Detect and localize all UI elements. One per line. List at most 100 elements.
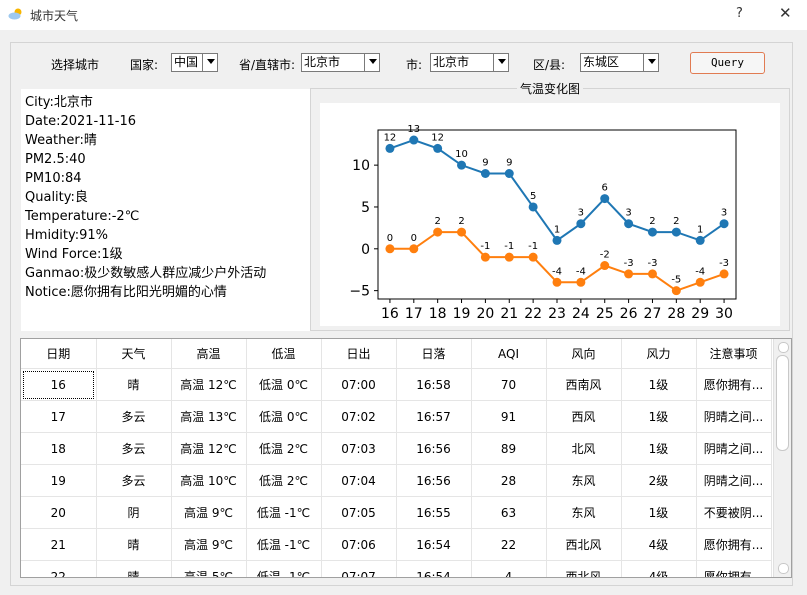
table-cell[interactable]: 07:07 — [321, 560, 397, 577]
table-cell[interactable]: 多云 — [96, 400, 172, 433]
table-cell[interactable]: 阴 — [96, 496, 172, 529]
table-cell[interactable]: 多云 — [96, 464, 172, 497]
table-cell[interactable]: 17 — [21, 400, 97, 433]
city-combobox[interactable]: 北京市 — [430, 53, 509, 72]
table-cell[interactable]: 阴晴之间... — [696, 400, 772, 433]
table-cell[interactable]: 70 — [471, 368, 547, 401]
table-cell[interactable]: 高温 5℃ — [171, 560, 247, 577]
table-cell[interactable]: 91 — [471, 400, 547, 433]
table-cell[interactable]: 07:06 — [321, 528, 397, 561]
query-button[interactable]: Query — [690, 52, 765, 74]
table-cell[interactable]: 22 — [471, 528, 547, 561]
scroll-up-icon[interactable] — [778, 342, 789, 353]
table-cell[interactable]: 高温 12℃ — [171, 368, 247, 401]
table-row[interactable]: 20 阴高温 9℃ 低温 -1℃ 07:05 16:55 63 东风 1级 不要被阴... — [21, 496, 772, 529]
table-cell[interactable]: 4 — [471, 560, 547, 577]
help-button[interactable]: ? — [736, 6, 743, 21]
table-cell[interactable]: 不要被阴... — [696, 496, 772, 529]
table-cell[interactable]: 16:55 — [396, 496, 472, 529]
column-header[interactable]: 天气 — [96, 339, 172, 369]
table-cell[interactable]: 2级 — [621, 464, 697, 497]
table-cell[interactable]: 4级 — [621, 528, 697, 561]
table-cell[interactable]: 18 — [21, 432, 97, 465]
table-cell[interactable]: 东风 — [546, 496, 622, 529]
table-row[interactable]: 19 多云 高温 10℃ 低温 2℃ 07:04 16:56 28 东风 2级 阴晴之间... — [21, 464, 772, 497]
table-cell[interactable]: 晴 — [96, 368, 172, 401]
table-cell[interactable]: 低温 0℃ — [246, 368, 322, 401]
table-row[interactable]: 18 多云 高温 12℃ 低温 2℃ 07:03 16:56 89 北风 1级 阴晴之间... — [21, 432, 772, 465]
table-cell[interactable]: 1级 — [621, 400, 697, 433]
table-cell[interactable]: 西风 — [546, 400, 622, 433]
x-tick-label: 17 — [405, 306, 423, 322]
table-cell[interactable]: 07:03 — [321, 432, 397, 465]
table-cell[interactable]: 高温 9℃ — [171, 528, 247, 561]
table-cell[interactable]: 16:54 — [396, 528, 472, 561]
table-row[interactable]: 21 晴高温 9℃ 低温 -1℃ 07:06 16:54 22 西北风 4级 愿你拥有... — [21, 528, 772, 561]
table-cell[interactable]: 20 — [21, 496, 97, 529]
table-cell[interactable]: 西南风 — [546, 368, 622, 401]
column-header[interactable]: 风向 — [546, 339, 622, 369]
country-combobox[interactable]: 中国 — [171, 53, 218, 72]
table-cell[interactable]: 低温 2℃ — [246, 432, 322, 465]
table-cell[interactable]: 16:57 — [396, 400, 472, 433]
table-cell[interactable]: 07:04 — [321, 464, 397, 497]
scroll-down-icon[interactable] — [778, 563, 789, 574]
table-cell[interactable]: 东风 — [546, 464, 622, 497]
column-header[interactable]: 风力 — [621, 339, 697, 369]
table-cell[interactable]: 晴 — [96, 560, 172, 577]
table-cell[interactable]: 1级 — [621, 368, 697, 401]
table-cell[interactable]: 07:00 — [321, 368, 397, 401]
table-cell[interactable]: 阴晴之间... — [696, 432, 772, 465]
province-combobox[interactable]: 北京市 — [301, 53, 380, 72]
table-cell[interactable]: 16:58 — [396, 368, 472, 401]
table-cell[interactable]: 高温 10℃ — [171, 464, 247, 497]
table-cell[interactable]: 低温 -1℃ — [246, 528, 322, 561]
close-button[interactable]: ✕ — [779, 4, 792, 22]
table-cell[interactable]: 07:05 — [321, 496, 397, 529]
table-cell[interactable]: 16:56 — [396, 432, 472, 465]
table-cell[interactable]: 19 — [21, 464, 97, 497]
table-cell[interactable]: 阴晴之间... — [696, 464, 772, 497]
table-cell[interactable]: 北风 — [546, 432, 622, 465]
table-cell[interactable]: 89 — [471, 432, 547, 465]
table-cell[interactable]: 22 — [21, 560, 97, 577]
column-header[interactable]: 日出 — [321, 339, 397, 369]
table-cell[interactable]: 愿你拥有... — [696, 368, 772, 401]
scroll-thumb[interactable] — [776, 355, 789, 451]
column-header[interactable]: 日期 — [21, 339, 97, 369]
column-header[interactable]: AQI — [471, 339, 547, 369]
table-cell[interactable]: 63 — [471, 496, 547, 529]
table-cell[interactable]: 4级 — [621, 560, 697, 577]
table-cell[interactable]: 低温 -1℃ — [246, 496, 322, 529]
table-vertical-scrollbar[interactable] — [773, 339, 791, 577]
forecast-table: 日期 天气 高温 低温 日出 日落 AQI 风向 风力 注意事项 16 晴高温 12℃ 低温 0℃ 07… — [20, 338, 792, 578]
table-cell[interactable]: 1级 — [621, 496, 697, 529]
column-header[interactable]: 日落 — [396, 339, 472, 369]
table-cell[interactable]: 晴 — [96, 528, 172, 561]
table-row[interactable]: 16 晴高温 12℃ 低温 0℃ 07:00 16:58 70 西南风 1级 愿你拥有... — [21, 368, 772, 401]
table-cell[interactable]: 21 — [21, 528, 97, 561]
table-cell[interactable]: 愿你拥有... — [696, 528, 772, 561]
table-cell[interactable]: 西北风 — [546, 560, 622, 577]
table-cell[interactable]: 低温 -1℃ — [246, 560, 322, 577]
table-cell[interactable]: 高温 13℃ — [171, 400, 247, 433]
table-cell[interactable]: 16 — [21, 368, 97, 401]
table-cell[interactable]: 愿你拥有... — [696, 560, 772, 577]
table-row[interactable]: 17 多云 高温 13℃ 低温 0℃ 07:02 16:57 91 西风 1级 阴晴之间... — [21, 400, 772, 433]
table-cell[interactable]: 高温 12℃ — [171, 432, 247, 465]
table-cell[interactable]: 低温 0℃ — [246, 400, 322, 433]
table-cell[interactable]: 16:56 — [396, 464, 472, 497]
table-cell[interactable]: 西北风 — [546, 528, 622, 561]
table-cell[interactable]: 高温 9℃ — [171, 496, 247, 529]
column-header[interactable]: 高温 — [171, 339, 247, 369]
table-cell[interactable]: 1级 — [621, 432, 697, 465]
district-combobox[interactable]: 东城区 — [580, 53, 659, 72]
table-row[interactable]: 22 晴高温 5℃ 低温 -1℃ 07:07 16:54 4 西北风 4级 愿你拥有... — [21, 560, 772, 577]
table-cell[interactable]: 多云 — [96, 432, 172, 465]
table-cell[interactable]: 16:54 — [396, 560, 472, 577]
table-cell[interactable]: 07:02 — [321, 400, 397, 433]
column-header[interactable]: 低温 — [246, 339, 322, 369]
column-header[interactable]: 注意事项 — [696, 339, 772, 369]
table-cell[interactable]: 低温 2℃ — [246, 464, 322, 497]
table-cell[interactable]: 28 — [471, 464, 547, 497]
